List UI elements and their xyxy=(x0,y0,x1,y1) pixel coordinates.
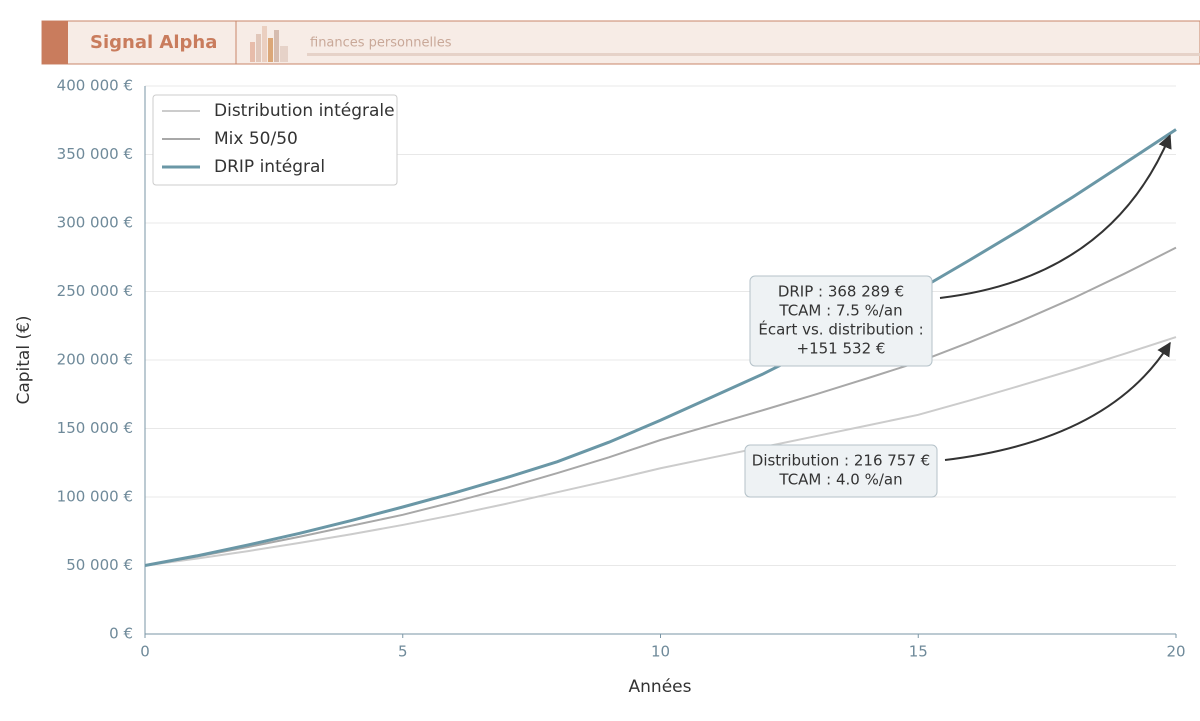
y-axis-label: Capital (€) xyxy=(14,315,34,404)
series-line xyxy=(144,246,1177,567)
y-tick-label: 400 000 € xyxy=(57,77,133,95)
legend-label: DRIP intégral xyxy=(214,157,325,177)
y-tick-label: 250 000 € xyxy=(57,282,133,300)
annotation-arrow xyxy=(939,134,1172,299)
annotation-text: TCAM : 7.5 %/an xyxy=(778,302,902,320)
annotation-text: TCAM : 4.0 %/an xyxy=(778,471,902,489)
series-line xyxy=(144,336,1177,567)
x-tick-label: 0 xyxy=(140,643,150,661)
annotation-box xyxy=(744,444,938,498)
header-accent xyxy=(42,21,68,64)
y-tick-label: 350 000 € xyxy=(57,145,133,163)
legend-box xyxy=(152,94,398,186)
annotation-box xyxy=(749,275,933,367)
y-tick-label: 150 000 € xyxy=(57,419,133,437)
x-axis-label: Années xyxy=(629,677,692,697)
brand: Signal Alpha xyxy=(90,32,217,53)
legend-label: Mix 50/50 xyxy=(214,129,298,149)
legend: Distribution intégrale Mix 50/50 DRIP inté… xyxy=(152,94,398,186)
tagline-rule xyxy=(307,53,1200,56)
series-line xyxy=(144,128,1177,567)
annotation-text: DRIP : 368 289 € xyxy=(778,283,904,301)
y-tick-label: 300 000 € xyxy=(57,214,133,232)
annotation-text: Distribution : 216 757 € xyxy=(752,452,930,470)
tagline: finances personnelles xyxy=(310,36,452,51)
annotation-text: +151 532 € xyxy=(797,340,886,358)
y-tick-label: 0 € xyxy=(109,625,133,643)
logo-icon xyxy=(250,26,288,62)
y-tick-label: 200 000 € xyxy=(57,351,133,369)
annotation-text: Écart vs. distribution : xyxy=(758,320,923,339)
header-bar xyxy=(41,20,1200,65)
x-tick-label: 20 xyxy=(1166,643,1185,661)
x-tick-label: 10 xyxy=(651,643,670,661)
y-tick-label: 100 000 € xyxy=(57,488,133,506)
x-tick-label: 5 xyxy=(398,643,408,661)
x-tick-label: 15 xyxy=(909,643,928,661)
y-tick-label: 50 000 € xyxy=(66,556,133,574)
header: Signal Alpha finances personnelles xyxy=(41,20,1200,65)
annotation-arrow xyxy=(944,341,1171,461)
legend-label: Distribution intégrale xyxy=(214,101,395,121)
